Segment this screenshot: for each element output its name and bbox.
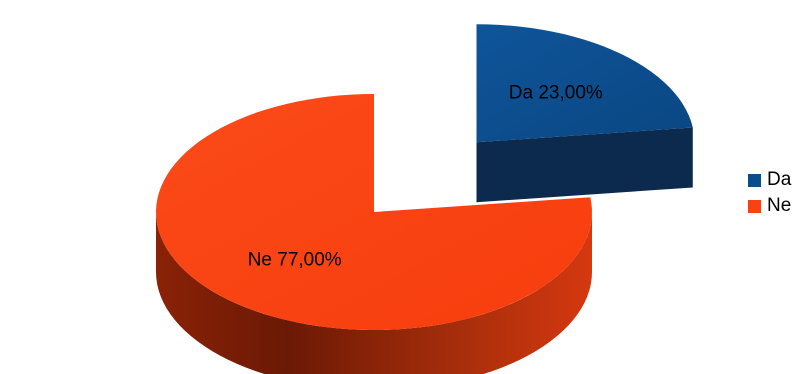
legend-swatch-ne xyxy=(748,199,761,213)
pie-slice-ne-top xyxy=(156,94,592,330)
pie-slice-da xyxy=(476,24,693,203)
legend-label-da: Da xyxy=(767,169,792,190)
pie-slice-da-side-face xyxy=(476,127,693,203)
legend-label-ne: Ne xyxy=(767,195,792,216)
pie-slice-da-top xyxy=(476,24,693,143)
legend-item-ne: Ne xyxy=(748,193,806,219)
pie-slice-ne xyxy=(156,94,592,374)
pie-slice-ne-rim xyxy=(156,212,592,374)
data-label-da: Da 23,00% xyxy=(509,83,603,104)
legend-swatch-da xyxy=(748,173,761,187)
legend-item-da: Da xyxy=(748,167,806,193)
data-label-ne: Ne 77,00% xyxy=(248,250,342,271)
legend: Da Ne xyxy=(748,167,806,219)
